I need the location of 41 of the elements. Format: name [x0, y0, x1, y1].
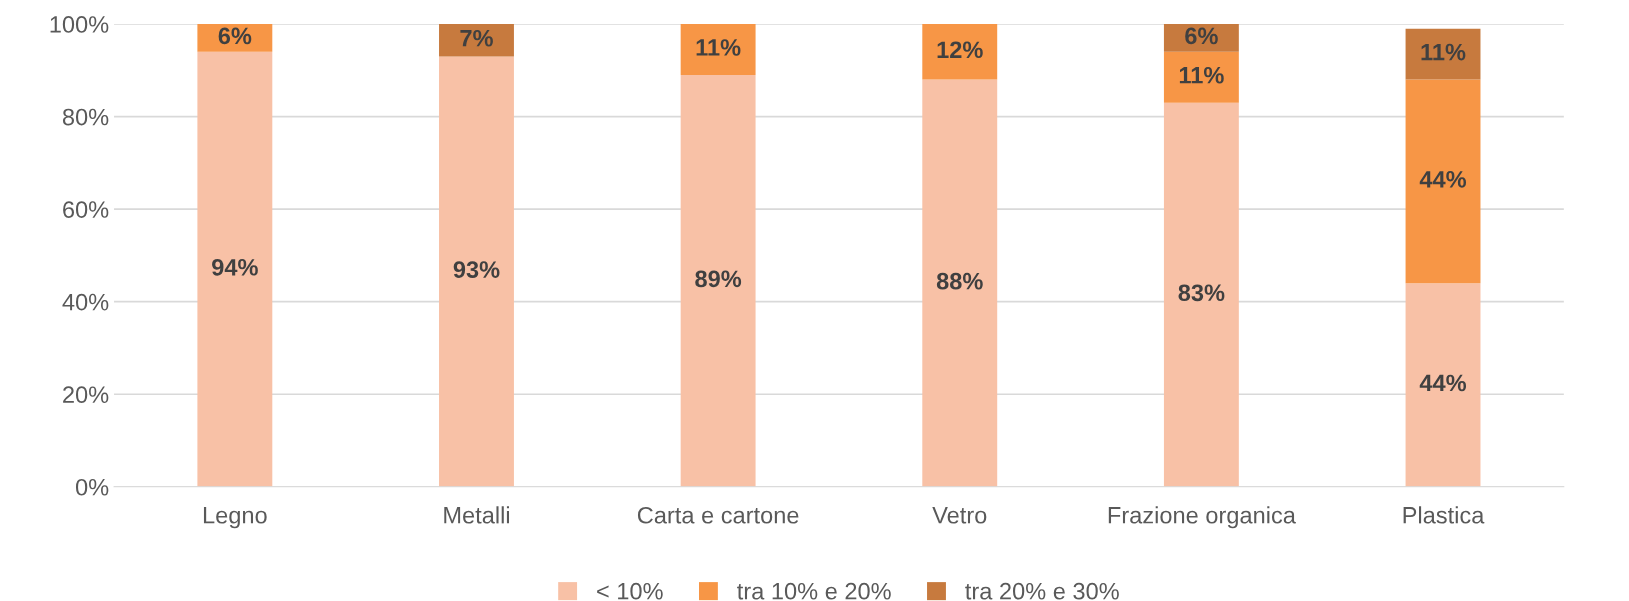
data-label: 6% [218, 27, 252, 45]
bar [1163, 102, 1239, 487]
bar [439, 56, 514, 487]
data-label: 12% [937, 41, 983, 59]
data-label: 44% [1419, 171, 1467, 188]
x-tick-label: Legno [203, 507, 267, 529]
x-tick-label: Frazione organica [1108, 506, 1296, 529]
x-tick-label: Metalli [444, 506, 510, 524]
bar [1163, 51, 1239, 103]
legend-label: < 10% [597, 582, 663, 600]
y-tick-label: 20% [63, 386, 109, 404]
bar [680, 74, 756, 487]
bar [1405, 79, 1481, 284]
bar [680, 24, 756, 75]
y-tick-label: 40% [62, 293, 109, 311]
x-tick-label: Carta e cartone [637, 506, 799, 524]
data-label: 7% [460, 29, 493, 47]
x-tick-label: Plastica [1403, 506, 1485, 524]
y-tick-label: 0% [75, 478, 109, 496]
y-tick-label: 80% [62, 108, 109, 126]
legend-label: tra 20% e 30% [965, 582, 1119, 600]
data-label: 11% [1421, 43, 1466, 61]
data-label: 11% [1179, 66, 1224, 84]
bar [197, 51, 273, 487]
x-tick-label: Vetro [932, 507, 987, 524]
data-label: 88% [936, 272, 983, 290]
y-tick-label: 100% [50, 16, 109, 33]
bar [922, 79, 998, 487]
data-label: 11% [696, 39, 741, 56]
data-label: 6% [1185, 27, 1218, 45]
data-label: 83% [1178, 284, 1225, 302]
legend-label: tra 10% e 20% [737, 582, 891, 600]
data-label: 94% [212, 258, 258, 276]
data-label: 89% [695, 270, 742, 288]
bar [922, 24, 998, 80]
bar [1405, 28, 1481, 80]
data-label: 93% [453, 261, 500, 278]
bar [1405, 283, 1481, 487]
bar [439, 24, 514, 57]
data-label: 44% [1419, 374, 1467, 392]
y-tick-label: 60% [63, 201, 109, 218]
